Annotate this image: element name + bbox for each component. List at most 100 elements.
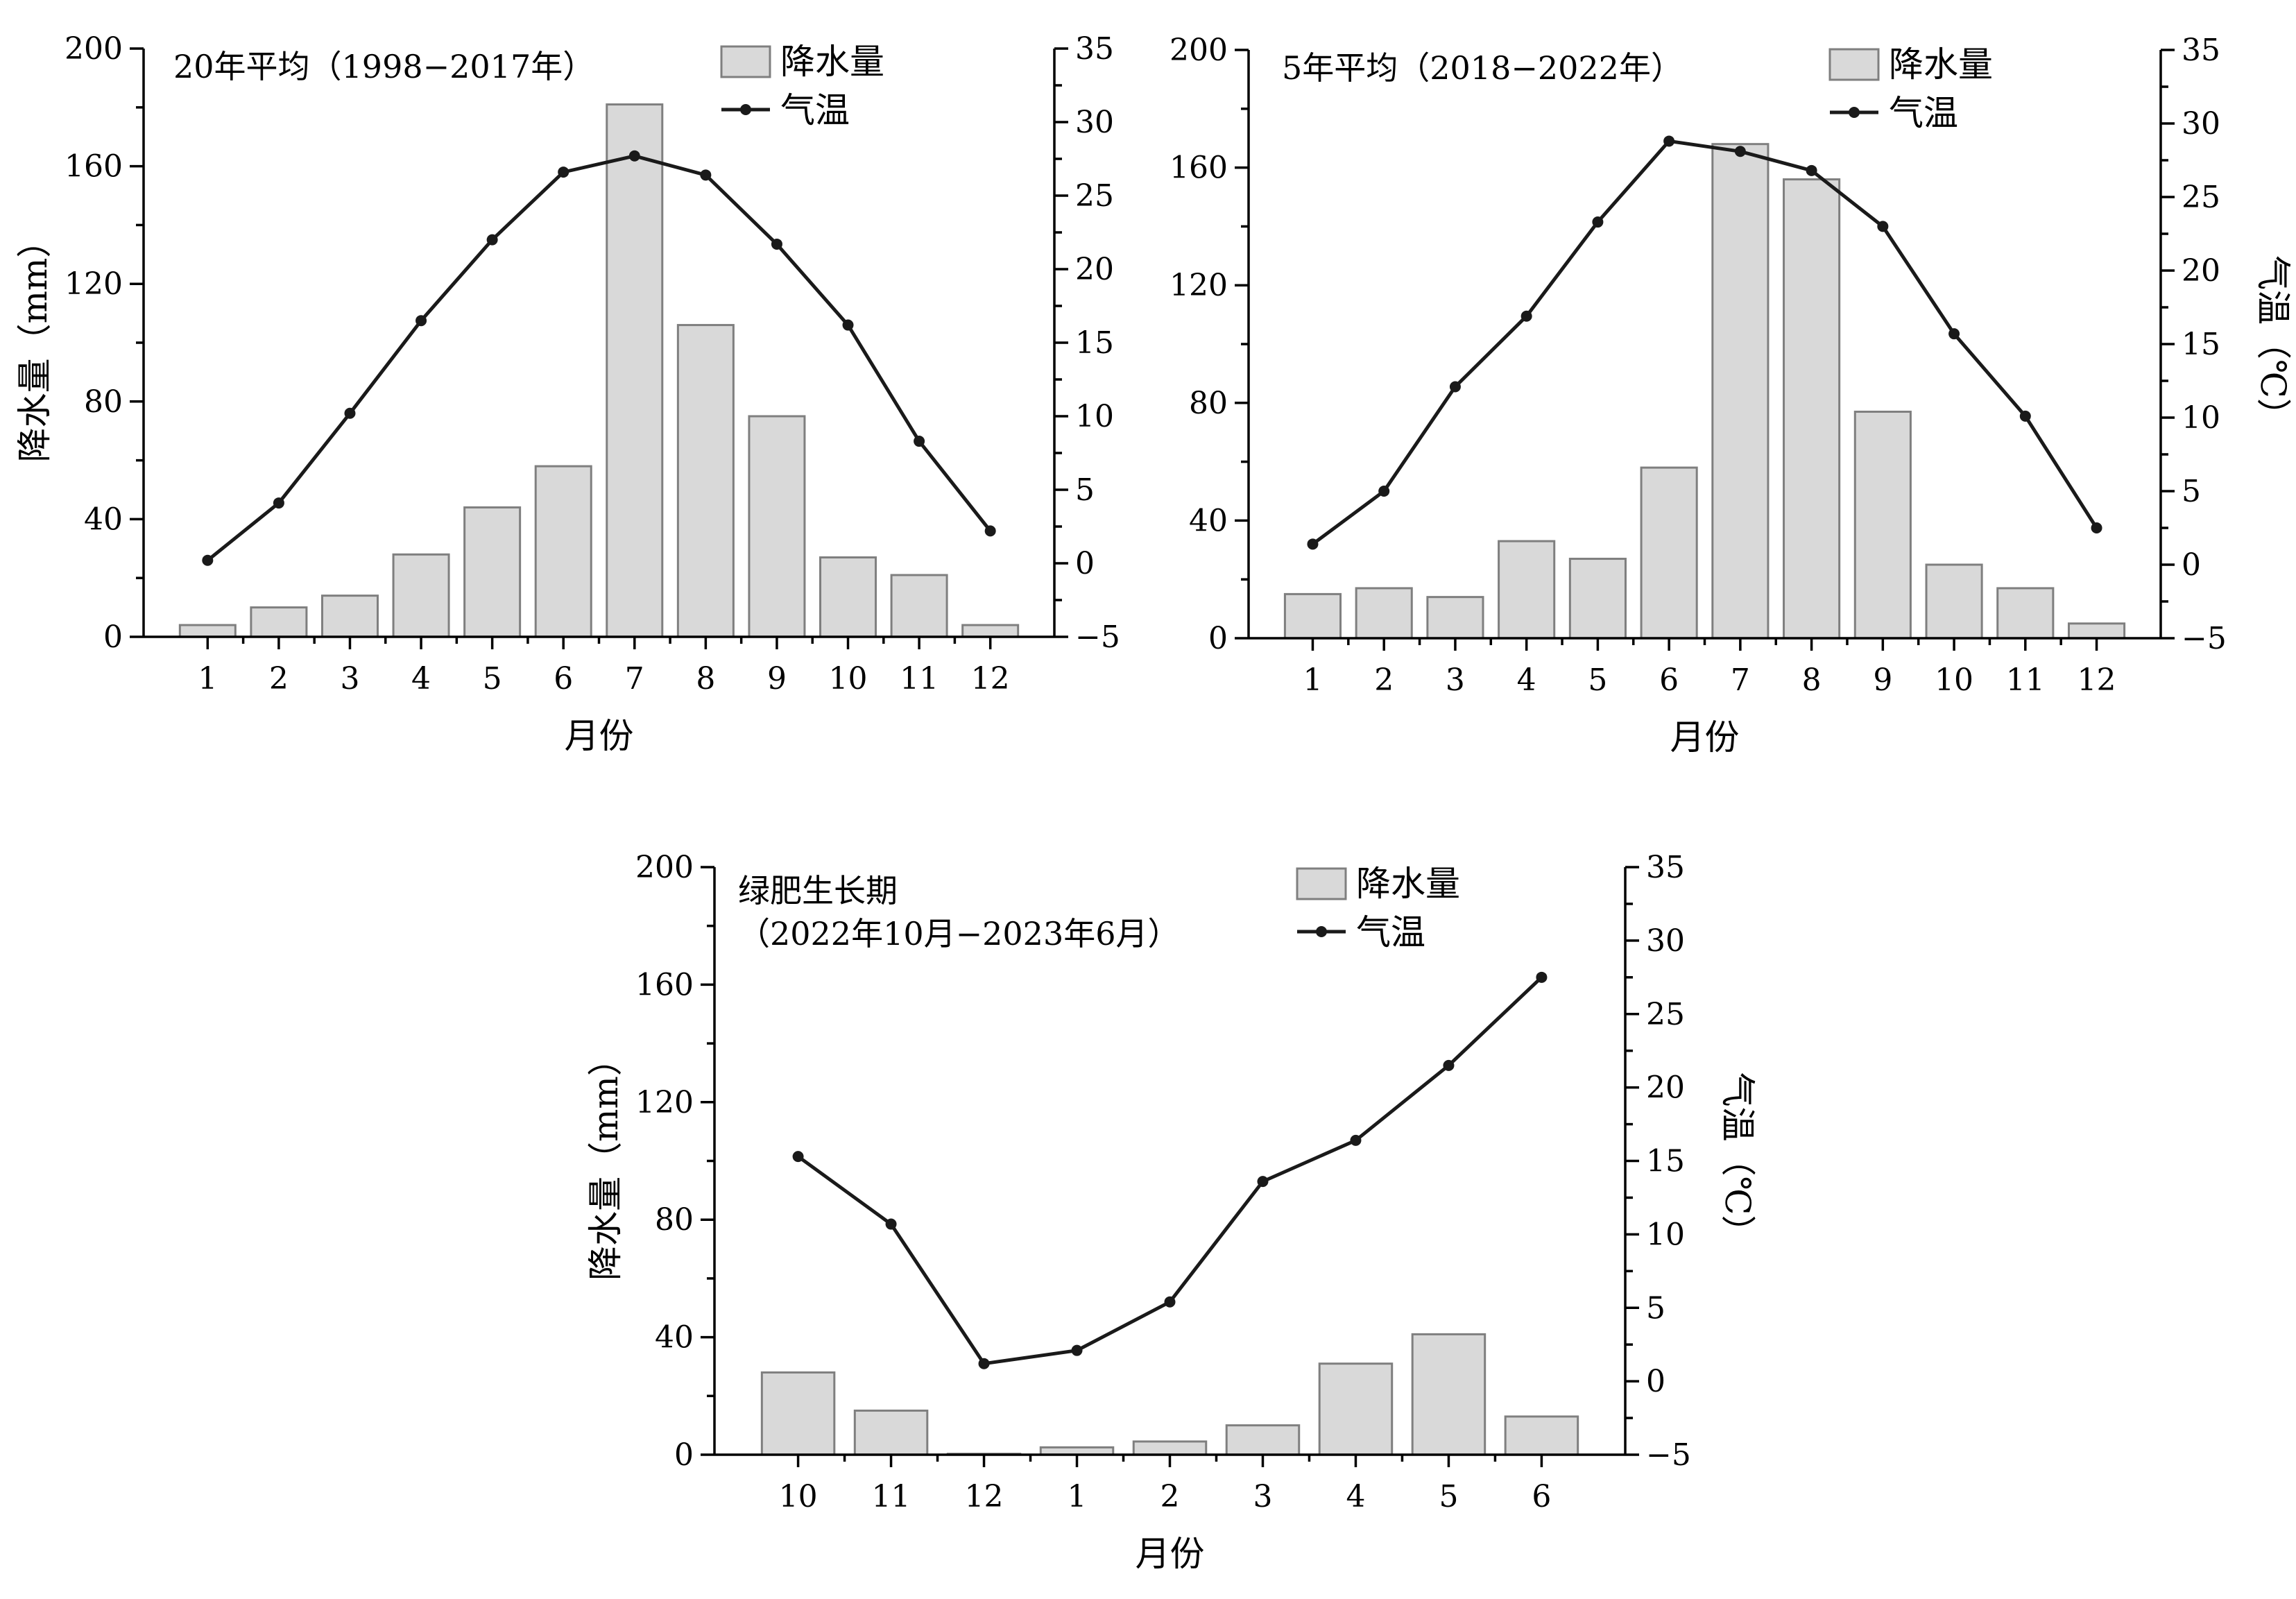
legend-temp-label: 气温 [1889,93,1958,133]
precip-bar [1568,558,1627,640]
x-tick-label: 11 [2006,662,2045,698]
x-tick-label: 8 [1802,662,1822,698]
right-tick-label: 35 [1646,850,1685,885]
x-tick-label: 6 [1659,662,1679,698]
x-tick-label: 11 [872,1479,911,1514]
temperature-point [1877,221,1889,232]
precip-bar [890,574,948,638]
x-tick-label: 10 [1935,662,1973,698]
precip-bar [1640,466,1698,640]
x-tick-label: 7 [1731,662,1750,698]
temperature-point [1536,971,1548,983]
precip-bar [1283,592,1342,640]
temperature-point [1443,1059,1455,1071]
right-tick-label: 20 [2182,253,2220,289]
right-tick-label: 25 [2182,180,2220,215]
right-tick-label: 30 [2182,106,2220,142]
right-tick-label: 20 [1075,252,1114,287]
precip-bar [1411,1333,1487,1456]
x-tick-label: 12 [2077,662,2116,698]
temperature-point [1350,1134,1362,1146]
x-axis-title: 月份 [1136,1534,1205,1574]
left-tick-label: 40 [84,502,123,537]
right-tick-label: 20 [1646,1070,1685,1106]
precip-bar [392,553,450,638]
precip-bar [853,1409,929,1456]
right-tick-label: 0 [2182,547,2201,583]
right-tick-label: −5 [2182,621,2227,656]
temperature-point [1663,135,1675,147]
right-tick-label: 5 [2182,474,2201,509]
right-tick-label: 5 [1075,472,1095,508]
temperature-point [885,1218,897,1230]
temperature-point [2019,410,2031,422]
temperature-point [1734,146,1746,157]
temperature-point [628,150,640,162]
panel-title: 绿肥生长期 [738,872,898,909]
x-axis-title: 月份 [1670,717,1740,758]
temperature-point [1307,538,1319,550]
temperature-point [1071,1344,1083,1356]
panel-title: 5年平均（2018−2022年） [1282,49,1683,87]
x-tick-label: 11 [900,661,939,696]
temperature-point [1378,486,1390,497]
x-tick-label: 7 [625,661,644,696]
left-tick-label: 160 [65,149,123,185]
x-tick-label: 4 [411,661,431,696]
right-tick-label: 15 [1646,1144,1685,1179]
precip-bar [760,1371,836,1456]
temperature-point [1948,328,1960,340]
temperature-point [984,525,996,537]
x-tick-label: 6 [1532,1479,1551,1514]
x-tick-label: 10 [829,661,868,696]
x-axis-title: 月份 [565,716,634,756]
left-tick-label: 0 [674,1437,694,1473]
temperature-point [273,497,284,509]
legend-temp-label: 气温 [780,90,850,130]
temperature-point [792,1151,804,1163]
temperature-point [486,234,498,246]
x-tick-label: 9 [767,661,787,696]
left-tick-label: 80 [655,1202,694,1238]
precip-bar [1318,1362,1394,1456]
legend-precip-label: 降水量 [1356,864,1460,904]
precip-bar [534,465,592,638]
right-tick-label: 15 [2182,327,2220,362]
precip-bar [748,415,806,638]
precip-bar [1504,1415,1579,1456]
x-tick-label: 4 [1517,662,1536,698]
left-tick-label: 0 [103,619,123,655]
temperature-point [914,436,925,447]
precip-bar [1853,411,1912,640]
right-tick-label: −5 [1075,619,1120,655]
panel-subtitle: （2022年10月−2023年6月） [738,915,1179,952]
x-tick-label: 2 [1374,662,1394,698]
x-tick-label: 1 [1068,1479,1087,1514]
right-tick-label: 30 [1075,105,1114,140]
temperature-point [1257,1176,1269,1188]
precip-bar [819,556,877,638]
right-tick-label: 10 [2182,400,2220,436]
precip-bar [1996,587,2055,640]
temperature-point [1449,381,1461,393]
precip-bar [1426,596,1484,640]
left-tick-label: 120 [1170,268,1228,303]
right-tick-label: 25 [1075,178,1114,214]
precip-bar [1711,143,1770,640]
temperature-point [1520,310,1532,322]
right-tick-label: 5 [1646,1290,1665,1326]
left-tick-label: 40 [1189,503,1228,538]
legend-line-marker [1316,926,1327,937]
temperature-point [1806,164,1817,176]
x-tick-label: 5 [1588,662,1607,698]
precip-bar [2067,622,2126,640]
left-axis-title: 降水量（mm） [15,223,55,463]
temperature-point [771,238,782,250]
temperature-line [1312,139,2098,546]
right-tick-label: 35 [1075,31,1114,67]
temperature-point [415,315,427,327]
left-tick-label: 40 [655,1320,694,1356]
